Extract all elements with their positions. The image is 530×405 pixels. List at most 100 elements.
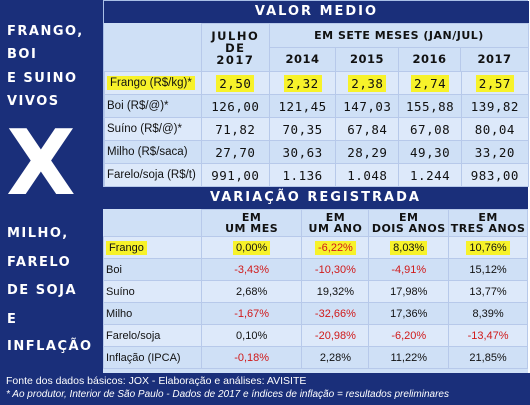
julho-value: 991,00 bbox=[200, 163, 270, 187]
sidebar-line: INFLAÇÃO bbox=[7, 339, 93, 354]
valor-medio-table: JULHO DE 2017 EM SETE MESES (JAN/JUL) 20… bbox=[104, 23, 530, 187]
pct-value: 13,77% bbox=[448, 280, 528, 303]
year-value: 121,45 bbox=[268, 94, 337, 118]
sidebar-line: E SUINO bbox=[7, 71, 78, 86]
sete-meses-header: EM SETE MESES (JAN/JUL) 2014 2015 2016 2… bbox=[268, 23, 530, 72]
pct-value: 8,03% bbox=[368, 236, 450, 259]
row-label: Suíno bbox=[103, 280, 202, 303]
sidebar-line: FRANGO, bbox=[7, 24, 84, 39]
table-row: Boi -3,43% -10,30% -4,91% 15,12% bbox=[103, 258, 528, 281]
year-value: 28,29 bbox=[335, 140, 400, 164]
table-row: Frango 0,00% -6,22% 8,03% 10,76% bbox=[103, 236, 528, 259]
period-header-line: EM bbox=[241, 211, 262, 224]
pct-value: 0,10% bbox=[200, 324, 303, 347]
table-row: Farelo/soja (R$/t) 991,00 1.136 1.048 1.… bbox=[104, 163, 530, 187]
valor-medio-title: VALOR MEDIO bbox=[104, 1, 529, 23]
year-value: 2,74 bbox=[398, 71, 462, 95]
julho-header-line: 2017 bbox=[216, 52, 255, 67]
sidebar-line: E bbox=[7, 312, 18, 327]
footer: Fonte dos dados básicos: JOX - Elaboraçã… bbox=[0, 373, 530, 405]
row-label: Milho (R$/saca) bbox=[104, 140, 202, 164]
year-value: 80,04 bbox=[460, 117, 530, 141]
pct-value: -20,98% bbox=[301, 324, 370, 347]
period-header-line: UM MES bbox=[225, 222, 279, 235]
sidebar-line: DE SOJA bbox=[7, 283, 78, 298]
value-text: 2,38 bbox=[348, 74, 387, 92]
year-value: 139,82 bbox=[460, 94, 530, 118]
row-label-text: Frango bbox=[106, 240, 147, 255]
valor-medio-panel: VALOR MEDIO JULHO DE 2017 EM SETE MESES … bbox=[103, 0, 530, 187]
period-header-line: DOIS ANOS bbox=[371, 222, 446, 235]
pct-value: 15,12% bbox=[448, 258, 528, 281]
year-value: 2,38 bbox=[335, 71, 400, 95]
value-text: 0,00% bbox=[233, 240, 271, 255]
year-value: 67,84 bbox=[335, 117, 400, 141]
year-value: 33,20 bbox=[460, 140, 530, 164]
year-value: 1.048 bbox=[335, 163, 400, 187]
julho-value: 27,70 bbox=[200, 140, 270, 164]
year-header: 2015 bbox=[336, 48, 399, 71]
empty-corner bbox=[104, 210, 202, 237]
row-label: Milho bbox=[103, 302, 202, 325]
source-text: Fonte dos dados básicos: JOX - Elaboraçã… bbox=[6, 375, 307, 387]
sete-meses-label: EM SETE MESES (JAN/JUL) bbox=[269, 24, 528, 48]
year-value: 2,32 bbox=[268, 71, 337, 95]
pct-value: 19,32% bbox=[301, 280, 370, 303]
period-header: EM DOIS ANOS bbox=[368, 209, 450, 237]
julho-value: 2,50 bbox=[200, 71, 270, 95]
table-row: Milho (R$/saca) 27,70 30,63 28,29 49,30 … bbox=[104, 140, 530, 164]
sidebar-title-panel: FRANGO, BOI E SUINO VIVOS X MILHO, FAREL… bbox=[0, 0, 103, 373]
pct-value: 0,00% bbox=[200, 236, 303, 259]
julho-value: 126,00 bbox=[200, 94, 270, 118]
pct-value: -13,47% bbox=[448, 324, 528, 347]
value-text: 2,32 bbox=[283, 74, 322, 92]
table-row: Inflação (IPCA) -0,18% 2,28% 11,22% 21,8… bbox=[103, 346, 528, 369]
year-value: 1.244 bbox=[398, 163, 462, 187]
row-label: Frango bbox=[103, 236, 202, 259]
row-label: Inflação (IPCA) bbox=[103, 346, 202, 369]
year-header: 2014 bbox=[270, 48, 336, 71]
year-value: 49,30 bbox=[398, 140, 462, 164]
julho-header-line: DE bbox=[225, 40, 246, 55]
julho-header: JULHO DE 2017 bbox=[200, 23, 270, 72]
period-header: EM TRES ANOS bbox=[448, 209, 528, 237]
period-header-line: TRES ANOS bbox=[450, 222, 526, 235]
period-header-line: EM bbox=[325, 211, 346, 224]
table-row: Frango (R$/kg)* 2,50 2,32 2,38 2,74 2,57 bbox=[104, 71, 530, 95]
pct-value: 11,22% bbox=[368, 346, 450, 369]
pct-value: -6,20% bbox=[368, 324, 450, 347]
versus-x-mark: X bbox=[6, 111, 76, 216]
pct-value: -10,30% bbox=[301, 258, 370, 281]
year-value: 70,35 bbox=[268, 117, 337, 141]
pct-value: 8,39% bbox=[448, 302, 528, 325]
row-label-text: Frango (R$/kg)* bbox=[107, 76, 195, 90]
year-header: 2016 bbox=[399, 48, 461, 71]
period-header-line: EM bbox=[399, 211, 419, 224]
row-label: Boi bbox=[103, 258, 202, 281]
empty-corner bbox=[104, 23, 202, 72]
variacao-table: EM UM MES EM UM ANO EM DOIS ANOS EM TRES ANO… bbox=[103, 209, 528, 369]
pct-value: 2,28% bbox=[301, 346, 370, 369]
value-text: 2,50 bbox=[216, 74, 255, 92]
pct-value: -3,43% bbox=[200, 258, 303, 281]
value-text: 10,76% bbox=[466, 240, 510, 255]
sidebar-line: BOI bbox=[7, 47, 38, 62]
value-text: 8,03% bbox=[390, 240, 428, 255]
julho-header-line: JULHO bbox=[211, 28, 260, 43]
pct-value: 17,98% bbox=[368, 280, 450, 303]
period-header: EM UM MES bbox=[200, 209, 303, 237]
year-value: 30,63 bbox=[268, 140, 337, 164]
julho-value: 71,82 bbox=[200, 117, 270, 141]
table-row: Boi (R$/@)* 126,00 121,45 147,03 155,88 … bbox=[104, 94, 530, 118]
row-label: Suíno (R$/@)* bbox=[104, 117, 202, 141]
year-value: 2,57 bbox=[460, 71, 530, 95]
year-value: 67,08 bbox=[398, 117, 462, 141]
year-value: 983,00 bbox=[460, 163, 530, 187]
sidebar-line: VIVOS bbox=[7, 94, 60, 109]
year-value: 1.136 bbox=[268, 163, 337, 187]
table-row: Suíno (R$/@)* 71,82 70,35 67,84 67,08 80… bbox=[104, 117, 530, 141]
pct-value: -1,67% bbox=[200, 302, 303, 325]
table-row: Milho -1,67% -32,66% 17,36% 8,39% bbox=[103, 302, 528, 325]
footnote-text: * Ao produtor, Interior de São Paulo - D… bbox=[6, 389, 449, 400]
row-label: Farelo/soja bbox=[103, 324, 202, 347]
